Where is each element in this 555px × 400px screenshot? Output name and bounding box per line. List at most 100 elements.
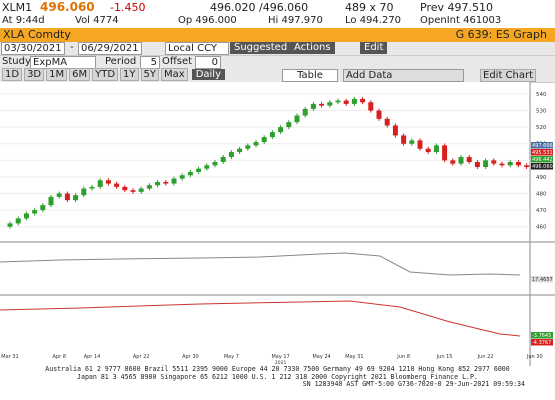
range-button[interactable]: 1M [46, 68, 68, 81]
candle-body [261, 137, 267, 143]
candle-body [32, 210, 38, 214]
start-date[interactable]: 03/30/2021 [1, 42, 65, 55]
candle-body [483, 160, 489, 167]
range-button[interactable]: 5Y [140, 68, 160, 81]
candle-body [319, 103, 325, 106]
y-tick-label: 490 [536, 175, 547, 181]
period-value[interactable]: 5 [140, 56, 160, 69]
candle-body [524, 165, 530, 167]
candle-body [466, 157, 472, 162]
x-tick-label: May 17 [271, 354, 289, 360]
volume: Vol 4774 [75, 15, 119, 26]
candle-body [64, 193, 70, 201]
oscillator-line [0, 252, 521, 276]
candle-body [409, 140, 415, 144]
range-button[interactable]: 3D [24, 68, 45, 81]
footer-line: SN 1283940 AST GMT-5:00 G736-7020-0 29-J… [302, 380, 525, 389]
x-tick-label: Apr 30 [182, 354, 199, 360]
candle-body [122, 186, 128, 191]
y-tick-label: 460 [536, 225, 547, 231]
price-tag-box [531, 163, 553, 170]
footer-line: Australia 61 2 9777 8600 Brazil 5511 239… [45, 365, 510, 373]
symbol: XLM1 [2, 1, 33, 14]
time: At 9:44d [2, 15, 45, 26]
stats-row: At 9:44d Vol 4774 Op 496.000 Hi 497.970 … [0, 15, 555, 28]
open: Op 496.000 [178, 15, 237, 26]
quote-row: XLM1 496.060 -1.450 496.020 /496.060 489… [0, 0, 555, 15]
candle-body [351, 98, 357, 104]
x-tick-label: Jun 8 [396, 354, 410, 360]
x-tick-label: Apr 22 [133, 354, 150, 360]
candle-body [7, 223, 13, 227]
candle-body [48, 196, 54, 206]
candle-body [515, 162, 521, 166]
candle-body [294, 115, 300, 123]
candle-body [474, 162, 480, 167]
candle-body [327, 102, 333, 106]
title-bar: XLA Comdty G 639: ES Graph [0, 28, 555, 42]
candle-body [89, 186, 95, 189]
x-tick-label: Jun 15 [436, 354, 453, 360]
edit-chart[interactable]: Edit Chart [480, 69, 537, 82]
footer-line: Japan 81 3 4565 8900 Singapore 65 6212 1… [77, 372, 478, 381]
range-button[interactable]: 6M [69, 68, 91, 81]
low: Lo 494.270 [345, 15, 402, 26]
candle-body [114, 183, 120, 187]
price-tag: 497.666 [532, 143, 553, 149]
candle-body [360, 98, 366, 103]
candle-body [23, 213, 29, 219]
candle-body [204, 165, 210, 169]
candle-body [286, 122, 292, 128]
last-price: 496.060 [40, 0, 95, 14]
offset-value[interactable]: 0 [195, 56, 221, 69]
candle-body [278, 127, 284, 133]
candle-body [401, 135, 407, 144]
range-bar: 1D 3D 1M 6M YTD 1Y 5Y Max Daily Table Add Data E… [0, 68, 555, 83]
panel-tag-box [531, 276, 553, 283]
y-tick-label: 480 [536, 192, 547, 198]
candle-body [253, 142, 259, 146]
candle-body [302, 108, 308, 116]
y-tick-label: 530 [536, 109, 547, 115]
study-bar: Study ExpMA Period 5 Offset 0 [0, 56, 555, 70]
end-date[interactable]: 06/29/2021 [78, 42, 142, 55]
actions[interactable]: Actions [290, 42, 335, 54]
y-tick-label: 520 [536, 125, 547, 131]
range-button[interactable]: YTD [92, 68, 119, 81]
add-data[interactable]: Add Data [343, 69, 464, 82]
candle-body [130, 190, 136, 192]
range-button[interactable]: 1Y [120, 68, 139, 81]
edit[interactable]: Edit [360, 42, 388, 54]
candle-body [56, 193, 62, 197]
price-tag-box [531, 156, 553, 163]
y-tick-label: 540 [536, 92, 547, 98]
y-tick-label: 470 [536, 208, 547, 214]
candle-body [376, 110, 382, 119]
candle-body [237, 148, 243, 153]
table[interactable]: Table [282, 69, 338, 82]
footer: Australia 61 2 9777 8600 Brazil 5511 239… [0, 365, 555, 400]
x-tick-label: May 31 [345, 354, 363, 360]
x-tick-label: May 24 [312, 354, 330, 360]
frequency[interactable]: Daily [191, 69, 226, 80]
currency[interactable]: Local CCY [165, 42, 229, 55]
x-tick-label: Jun 30 [526, 354, 543, 360]
panel-tag: -3.7645 [532, 333, 551, 339]
range-button[interactable]: Max [161, 68, 188, 81]
security: XLA Comdty [3, 28, 71, 41]
bid-ask: 496.020 /496.060 [210, 1, 309, 14]
candle-body [40, 205, 46, 211]
range-button[interactable]: 1D [2, 68, 23, 81]
candle-body [179, 175, 185, 179]
candle-body [433, 145, 439, 153]
candle-body [458, 157, 464, 164]
candle-body [171, 178, 177, 184]
prev: Prev 497.510 [420, 1, 493, 14]
signal-line [0, 300, 521, 337]
candle-body [196, 168, 202, 172]
x-tick-label: Jun 22 [477, 354, 494, 360]
study-label: Study [2, 56, 31, 67]
candle-body [417, 140, 423, 149]
